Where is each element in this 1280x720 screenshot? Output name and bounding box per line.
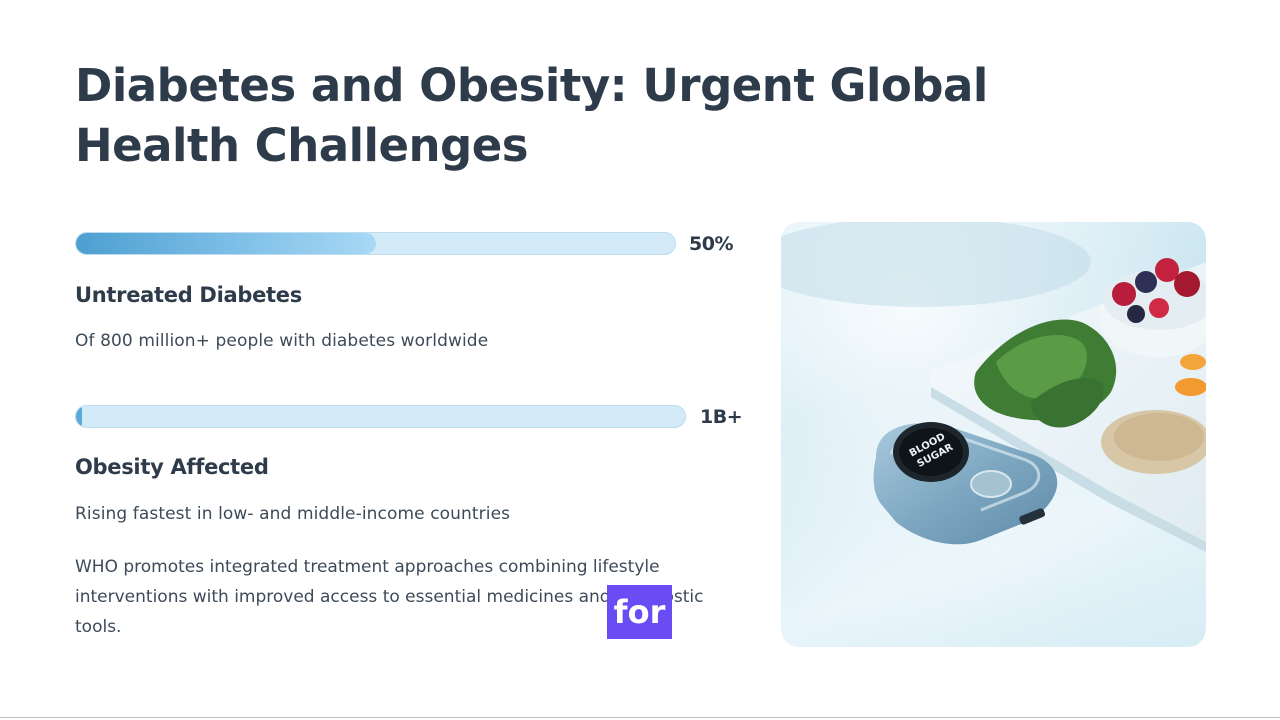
progress-bar-fill <box>76 233 376 254</box>
progress-bar-obesity <box>75 405 686 428</box>
stat-value-obesity: 1B+ <box>700 406 743 428</box>
stat-value-untreated-diabetes: 50% <box>689 233 733 255</box>
caption-overlay: for <box>607 585 672 639</box>
stat-heading-obesity: Obesity Affected <box>75 455 269 479</box>
slide-title: Diabetes and Obesity: Urgent Global Heal… <box>75 59 988 172</box>
footer-divider <box>0 717 1280 718</box>
stat-description-obesity: Rising fastest in low- and middle-income… <box>75 504 511 524</box>
photo-illustration: BLOOD SUGAR <box>781 222 1206 647</box>
progress-bar-fill <box>76 406 83 427</box>
summary-paragraph: WHO promotes integrated treatment approa… <box>75 557 704 637</box>
stat-description-untreated-diabetes: Of 800 million+ people with diabetes wor… <box>75 331 489 351</box>
stat-heading-untreated-diabetes: Untreated Diabetes <box>75 283 302 307</box>
progress-bar-untreated-diabetes <box>75 232 676 255</box>
glucose-meter-photo: BLOOD SUGAR <box>781 222 1206 647</box>
